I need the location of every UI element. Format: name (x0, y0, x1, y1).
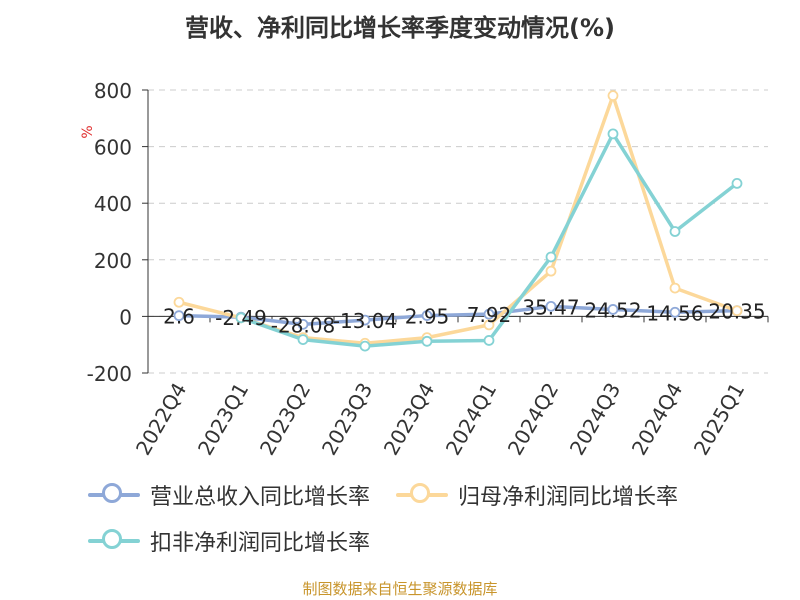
data-point (607, 128, 619, 140)
data-labels: 2.6 -2.49 -28.08-13.04 2.95 7.92 35.47 24.52 14… (163, 295, 766, 337)
source-note: 制图数据来自恒生聚源数据库 (302, 580, 498, 598)
data-label: -2.49 (215, 306, 267, 330)
y-tick-label: 200 (94, 249, 132, 273)
y-tick-label: 800 (94, 79, 132, 103)
data-point (173, 310, 185, 322)
data-label: 2.6 (163, 305, 195, 329)
series-lines (173, 90, 743, 352)
legend-marker-icon (396, 483, 449, 507)
data-point (607, 90, 619, 102)
data-point (359, 340, 371, 352)
data-point (669, 306, 681, 318)
data-label: -28.08 (271, 313, 335, 337)
data-point (607, 304, 619, 315)
data-point (173, 296, 185, 308)
x-tick-label: 2023Q4 (379, 379, 439, 460)
legend-item[interactable]: 归母净利润同比增长率 (396, 479, 678, 511)
y-tick-label: -200 (87, 362, 132, 386)
y-tick-label: 600 (94, 136, 132, 160)
legend-label: 归母净利润同比增长率 (458, 485, 679, 510)
data-point (297, 318, 309, 330)
series-line (177, 304, 739, 327)
data-label: 24.52 (584, 298, 641, 322)
y-tick-label: 400 (94, 192, 132, 216)
x-tick-label: 2024Q4 (627, 379, 687, 460)
legend: 营业总收入同比增长率 归母净利润同比增长率扣非净利润同比增长率 (88, 475, 768, 567)
data-label: 35.47 (522, 295, 579, 319)
x-tick-label: 2025Q1 (689, 379, 749, 460)
data-point (483, 319, 495, 331)
data-point (297, 334, 309, 346)
data-label: 7.92 (467, 303, 512, 327)
legend-item[interactable]: 扣非净利润同比增长率 (88, 525, 370, 557)
chart-title: 营收、净利同比增长率季度变动情况(%) (185, 14, 615, 42)
data-point (483, 308, 495, 320)
data-label: 14.56 (646, 301, 703, 325)
y-axis-unit: % (80, 125, 96, 138)
x-tick-label: 2024Q2 (503, 379, 563, 460)
data-label: 2.95 (405, 305, 450, 329)
legend-label: 营业总收入同比增长率 (150, 485, 371, 510)
data-point (545, 251, 557, 263)
data-point (731, 305, 743, 317)
y-tick-label: 0 (119, 305, 132, 329)
data-point (421, 335, 433, 347)
data-point (545, 265, 557, 277)
legend-marker-icon (88, 483, 140, 507)
x-tick-label: 2024Q1 (441, 379, 501, 460)
legend-item[interactable]: 营业总收入同比增长率 (88, 479, 370, 511)
data-point (483, 335, 495, 346)
data-point (359, 314, 371, 326)
x-tick-label: 2022Q4 (131, 379, 191, 460)
x-tick-label: 2023Q3 (317, 379, 377, 460)
data-label: 20.35 (708, 300, 765, 324)
x-tick-label: 2024Q3 (565, 379, 625, 460)
data-label: -13.04 (333, 309, 397, 333)
data-point (545, 300, 557, 312)
data-point (421, 310, 433, 321)
data-point (669, 226, 681, 237)
data-point (235, 312, 247, 324)
data-point (669, 282, 681, 294)
legend-marker-icon (88, 529, 140, 553)
data-point (731, 177, 743, 189)
x-tick-label: 2023Q1 (193, 379, 253, 460)
x-tick-label: 2023Q2 (255, 379, 315, 460)
legend-label: 扣非净利润同比增长率 (150, 531, 371, 556)
